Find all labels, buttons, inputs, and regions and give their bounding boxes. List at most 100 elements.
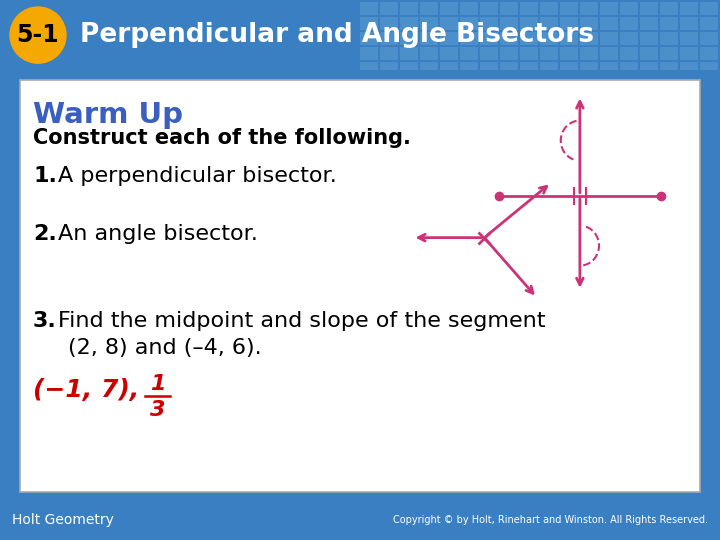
Bar	[360, 2, 378, 15]
Text: (−1, 7),: (−1, 7),	[33, 377, 139, 402]
Bar	[500, 62, 518, 75]
Bar	[660, 32, 678, 45]
Bar	[580, 47, 598, 60]
Bar	[640, 47, 658, 60]
Text: Construct each of the following.: Construct each of the following.	[33, 127, 411, 147]
Bar	[660, 47, 678, 60]
Bar	[440, 62, 458, 75]
Bar	[620, 32, 638, 45]
Bar	[540, 62, 558, 75]
Bar	[480, 2, 498, 15]
Text: A perpendicular bisector.: A perpendicular bisector.	[58, 166, 337, 186]
Bar	[500, 47, 518, 60]
Bar	[360, 62, 378, 75]
Bar	[400, 47, 418, 60]
Text: 5-1: 5-1	[17, 23, 59, 47]
Bar	[420, 32, 438, 45]
Bar	[700, 47, 718, 60]
Text: Copyright © by Holt, Rinehart and Winston. All Rights Reserved.: Copyright © by Holt, Rinehart and Winsto…	[393, 515, 708, 525]
Bar	[640, 62, 658, 75]
Bar	[600, 62, 618, 75]
Bar	[460, 17, 478, 30]
Text: 1: 1	[150, 374, 165, 394]
Text: Warm Up: Warm Up	[33, 100, 183, 129]
Bar	[380, 32, 398, 45]
Text: 3.: 3.	[33, 310, 57, 330]
Bar	[660, 62, 678, 75]
Bar	[620, 2, 638, 15]
Bar	[680, 17, 698, 30]
Bar	[680, 47, 698, 60]
Bar	[580, 2, 598, 15]
Bar	[540, 32, 558, 45]
Text: Perpendicular and Angle Bisectors: Perpendicular and Angle Bisectors	[80, 22, 594, 48]
Bar	[520, 47, 538, 60]
Bar	[560, 62, 578, 75]
Bar	[400, 62, 418, 75]
Bar	[600, 47, 618, 60]
Bar	[380, 62, 398, 75]
Bar	[620, 17, 638, 30]
Bar	[480, 47, 498, 60]
Text: 1.: 1.	[33, 166, 57, 186]
Bar	[480, 17, 498, 30]
Bar	[560, 2, 578, 15]
Bar	[640, 2, 658, 15]
Bar	[500, 2, 518, 15]
Bar	[440, 2, 458, 15]
Text: 2.: 2.	[33, 224, 57, 244]
Bar	[580, 17, 598, 30]
Bar	[360, 17, 378, 30]
Bar	[520, 2, 538, 15]
Bar	[640, 32, 658, 45]
Bar	[400, 32, 418, 45]
Bar	[620, 62, 638, 75]
Bar	[680, 32, 698, 45]
Bar	[460, 32, 478, 45]
Bar	[680, 2, 698, 15]
Bar	[380, 47, 398, 60]
Bar	[400, 2, 418, 15]
Bar	[500, 32, 518, 45]
Bar	[460, 62, 478, 75]
Bar	[440, 32, 458, 45]
Bar	[360, 47, 378, 60]
Bar	[680, 62, 698, 75]
Bar	[600, 32, 618, 45]
Bar	[380, 2, 398, 15]
Bar	[480, 62, 498, 75]
Bar	[440, 47, 458, 60]
Text: Holt Geometry: Holt Geometry	[12, 513, 114, 526]
Bar	[580, 32, 598, 45]
Bar	[700, 2, 718, 15]
Bar	[700, 32, 718, 45]
Bar	[380, 17, 398, 30]
Bar	[540, 17, 558, 30]
Bar	[360, 32, 378, 45]
Bar	[420, 17, 438, 30]
Bar	[700, 17, 718, 30]
Bar	[580, 62, 598, 75]
Bar	[480, 32, 498, 45]
Bar	[520, 62, 538, 75]
Bar	[500, 17, 518, 30]
Bar	[560, 32, 578, 45]
Bar	[560, 17, 578, 30]
Bar	[460, 2, 478, 15]
Bar	[600, 17, 618, 30]
Bar	[540, 2, 558, 15]
Bar	[460, 47, 478, 60]
Bar	[420, 47, 438, 60]
Text: 3: 3	[150, 400, 165, 420]
Bar	[440, 17, 458, 30]
Text: Find the midpoint and slope of the segment: Find the midpoint and slope of the segme…	[58, 310, 546, 330]
Bar	[520, 17, 538, 30]
Bar	[660, 2, 678, 15]
Text: An angle bisector.: An angle bisector.	[58, 224, 258, 244]
Bar	[400, 17, 418, 30]
Bar	[560, 47, 578, 60]
Bar	[420, 62, 438, 75]
Circle shape	[10, 7, 66, 63]
Bar	[540, 47, 558, 60]
Bar	[600, 2, 618, 15]
